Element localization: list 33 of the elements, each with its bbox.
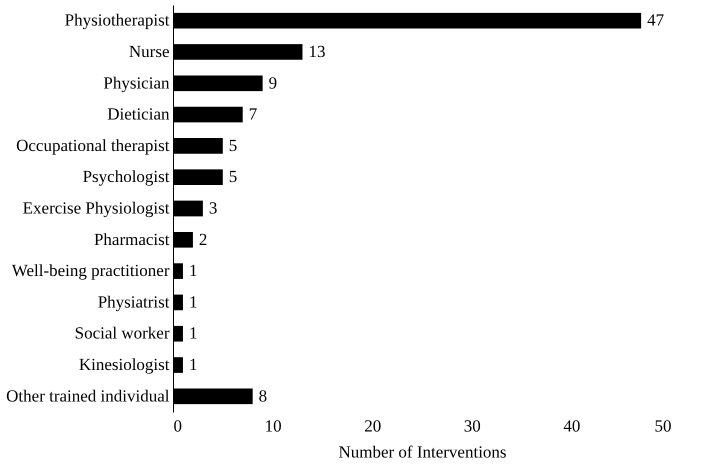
- data-label: 1: [188, 261, 198, 280]
- y-tick-label: Well-being practitioner: [12, 261, 170, 280]
- y-tick-label: Pharmacist: [94, 230, 170, 249]
- x-tick-label: 20: [364, 416, 382, 436]
- y-tick-label: Physician: [103, 73, 170, 92]
- x-tick-label: 50: [654, 416, 672, 436]
- y-tick-label: Social worker: [74, 324, 170, 343]
- x-tick-label: 30: [464, 416, 481, 436]
- data-label: 7: [248, 104, 258, 124]
- y-tick-label: Physiotherapist: [64, 10, 170, 30]
- y-tick-label: Exercise Physiologist: [22, 198, 170, 218]
- y-tick-label: Psychologist: [82, 167, 170, 186]
- y-tick-label: Occupational therapist: [16, 136, 170, 155]
- x-tick-label: 10: [264, 416, 282, 436]
- x-tick-label: 0: [174, 416, 182, 436]
- data-label: 8: [258, 386, 268, 406]
- data-label: 9: [268, 73, 278, 92]
- data-label: 1: [188, 355, 198, 374]
- data-label: 13: [308, 42, 326, 61]
- y-tick-label: Physiatrist: [98, 292, 170, 312]
- x-axis-title: Number of Interventions: [338, 442, 507, 462]
- data-label: 47: [647, 10, 665, 30]
- y-tick-label: Dietician: [107, 104, 170, 124]
- data-label: 5: [228, 136, 238, 155]
- x-tick-label: 40: [563, 416, 580, 436]
- y-tick-label: Nurse: [128, 42, 170, 61]
- data-label: 5: [228, 167, 238, 186]
- y-tick-label: Kinesiologist: [78, 355, 170, 374]
- data-label: 1: [188, 324, 198, 343]
- data-label: 1: [188, 292, 198, 312]
- data-label: 3: [208, 198, 218, 218]
- data-label: 2: [198, 230, 208, 249]
- y-tick-label: Other trained individual: [6, 386, 170, 406]
